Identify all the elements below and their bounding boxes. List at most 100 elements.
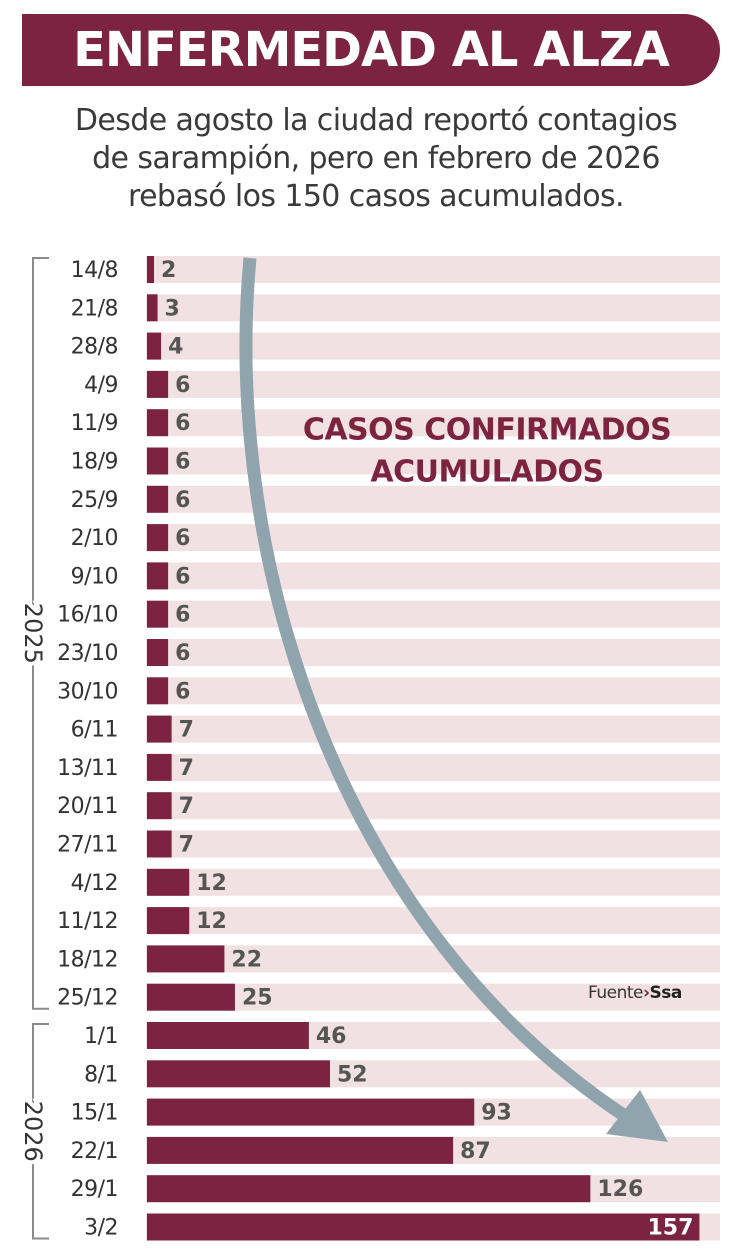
value-label: 6	[175, 411, 190, 436]
category-label: 13/11	[57, 756, 118, 781]
value-label: 6	[175, 564, 190, 589]
bar	[147, 332, 162, 360]
group-bracket	[32, 1023, 49, 1240]
category-label: 16/10	[57, 603, 118, 628]
row-background	[146, 792, 720, 820]
row-background	[146, 562, 720, 590]
row-background	[146, 256, 720, 283]
value-label: 6	[175, 526, 190, 551]
chart-title: ENFERMEDAD AL ALZA	[73, 22, 670, 78]
bar	[147, 1098, 475, 1126]
category-label: 25/12	[57, 986, 118, 1011]
category-label: 25/9	[71, 488, 118, 513]
row-background	[146, 485, 720, 513]
bar	[147, 639, 169, 666]
row-background	[146, 370, 720, 398]
value-label: 6	[175, 679, 190, 704]
row-background	[146, 332, 720, 360]
value-label: 12	[196, 909, 227, 934]
category-label: 4/9	[84, 373, 118, 398]
bar	[147, 945, 225, 973]
bar	[147, 1060, 330, 1088]
row-background	[146, 524, 720, 552]
value-label: 2	[161, 258, 176, 283]
row-background	[146, 753, 720, 781]
row-background	[146, 983, 720, 1011]
value-label: 6	[175, 641, 190, 666]
category-label: 11/12	[57, 909, 118, 934]
group-bracket	[32, 257, 49, 1010]
subtitle-line-2: de sarampión, pero en febrero de 2026	[92, 141, 660, 176]
bar	[147, 792, 172, 820]
category-label: 9/10	[71, 564, 118, 589]
title-banner: ENFERMEDAD AL ALZA	[22, 14, 720, 86]
category-label: 29/1	[71, 1177, 118, 1202]
value-label: 126	[597, 1177, 643, 1202]
value-label: 4	[168, 335, 183, 360]
value-label: 7	[179, 794, 194, 819]
bar	[147, 868, 190, 896]
source-note: Fuente›Ssa	[588, 983, 682, 1003]
bar	[147, 983, 235, 1011]
bar	[147, 370, 169, 398]
category-label: 28/8	[71, 335, 118, 360]
source-org: Ssa	[649, 983, 683, 1003]
category-label: 8/1	[84, 1062, 118, 1087]
bar	[147, 677, 169, 705]
row-background	[146, 715, 720, 743]
value-label: 3	[165, 296, 180, 321]
subtitle-line-1: Desde agosto la ciudad reportó contagios	[74, 103, 678, 138]
bar	[147, 715, 172, 743]
value-label: 25	[242, 986, 273, 1011]
category-label: 6/11	[71, 718, 118, 743]
row-background	[146, 639, 720, 666]
arrow-head	[606, 1090, 668, 1142]
value-label: 6	[175, 488, 190, 513]
source-prefix: Fuente	[588, 983, 643, 1003]
row-background	[146, 677, 720, 705]
value-label: 7	[179, 833, 194, 858]
row-background	[146, 830, 720, 858]
category-label: 18/9	[71, 450, 118, 475]
bar	[147, 409, 169, 437]
row-background	[146, 447, 720, 475]
value-label: 6	[175, 450, 190, 475]
bar	[147, 524, 169, 552]
bar	[147, 294, 158, 322]
bar	[147, 447, 169, 475]
source-separator: ›	[642, 983, 650, 1003]
value-label: 7	[179, 718, 194, 743]
category-label: 14/8	[71, 258, 118, 283]
category-label: 22/1	[71, 1139, 118, 1164]
bar	[147, 562, 169, 590]
category-label: 4/12	[71, 871, 118, 896]
category-label: 21/8	[71, 296, 118, 321]
chart-subtitle: Desde agosto la ciudad reportó contagios…	[22, 102, 730, 216]
subtitle-line-3: rebasó los 150 casos acumulados.	[128, 179, 625, 214]
value-label: 22	[231, 947, 262, 972]
bar	[147, 1136, 454, 1164]
value-label: 52	[337, 1062, 368, 1087]
category-label: 20/11	[57, 794, 118, 819]
value-label: 157	[648, 1216, 694, 1241]
value-label: 12	[196, 871, 227, 896]
category-label: 30/10	[57, 679, 118, 704]
bar	[147, 485, 169, 513]
bar	[147, 600, 169, 628]
bar	[147, 1213, 700, 1241]
value-label: 46	[316, 1024, 347, 1049]
row-background	[146, 409, 720, 437]
category-label: 11/9	[71, 411, 118, 436]
category-label: 27/11	[57, 833, 118, 858]
curved-arrow	[239, 257, 632, 1124]
bar	[147, 907, 190, 935]
value-label: 87	[460, 1139, 491, 1164]
annotation-line: CASOS CONFIRMADOS	[303, 413, 671, 448]
row-background	[146, 945, 720, 973]
group-label: 2026	[19, 1101, 47, 1162]
category-label: 23/10	[57, 641, 118, 666]
row-background	[146, 868, 720, 896]
group-label: 2025	[19, 603, 47, 664]
bar	[147, 753, 172, 781]
category-label: 18/12	[57, 947, 118, 972]
